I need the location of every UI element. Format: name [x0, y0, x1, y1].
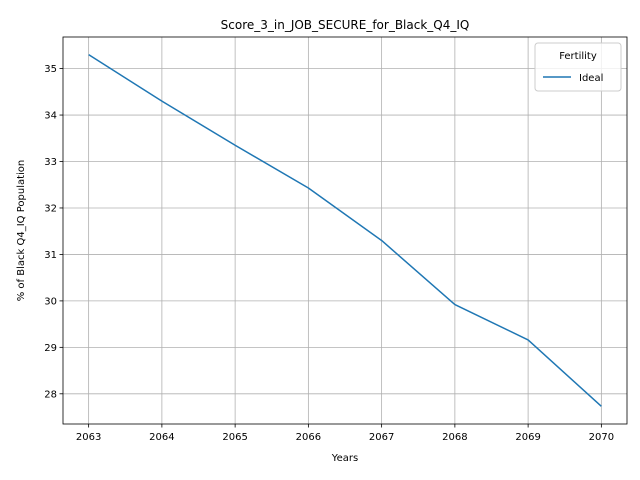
legend-box	[534, 42, 622, 92]
y-tick-label: 33	[44, 157, 57, 168]
x-tick-label: 2066	[296, 432, 321, 443]
x-tick-label: 2063	[76, 432, 101, 443]
y-gridlines	[63, 68, 627, 395]
y-axis-ticks: 28 29 30 31 32 33 34 35	[44, 64, 63, 400]
x-tick-label: 2067	[369, 432, 394, 443]
chart-title: Score_3_in_JOB_SECURE_for_Black_Q4_IQ	[221, 18, 470, 32]
y-tick-label: 29	[44, 343, 57, 354]
y-tick-label: 31	[44, 250, 57, 261]
x-tick-label: 2064	[149, 432, 174, 443]
legend-title: Fertility	[559, 51, 597, 62]
x-axis-label: Years	[331, 453, 358, 464]
x-tick-label: 2065	[222, 432, 247, 443]
plot-frame	[62, 36, 628, 425]
x-axis-ticks: 2063 2064 2065 2066 2067 2068 2069 2070	[76, 424, 614, 443]
y-tick-label: 34	[44, 111, 57, 122]
x-gridlines	[88, 37, 602, 424]
y-tick-label: 32	[44, 203, 57, 214]
series-line-ideal	[88, 54, 602, 407]
y-tick-label: 30	[44, 296, 57, 307]
series-layer	[88, 54, 602, 407]
x-tick-label: 2070	[589, 432, 614, 443]
y-axis-label: % of Black Q4_IQ Population	[16, 160, 27, 302]
x-tick-label: 2068	[442, 432, 467, 443]
y-tick-label: 28	[44, 389, 57, 400]
legend: Fertility Ideal	[534, 42, 622, 92]
legend-entries: Ideal	[543, 73, 603, 84]
y-tick-label: 35	[44, 64, 57, 75]
x-tick-label: 2069	[515, 432, 540, 443]
legend-label: Ideal	[579, 73, 603, 84]
